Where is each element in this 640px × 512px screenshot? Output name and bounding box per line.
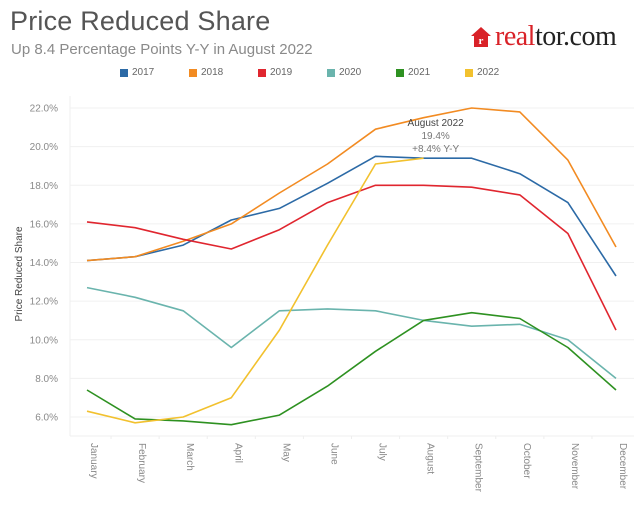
x-tick-label: October [521, 443, 532, 479]
annotation-value: 19.4% [421, 131, 449, 142]
legend-swatch [120, 69, 128, 77]
legend-swatch [189, 69, 197, 77]
y-tick-label: 14.0% [30, 258, 58, 269]
x-tick-label: June [328, 443, 339, 465]
series-line-2021 [86, 311, 617, 426]
chart-subtitle: Up 8.4 Percentage Points Y-Y in August 2… [11, 41, 313, 58]
legend-item-2019[interactable]: 2019 [258, 68, 327, 78]
legend-swatch [465, 69, 473, 77]
annotation-title: August 2022 [408, 118, 465, 129]
chart-title: Price Reduced Share [10, 6, 271, 36]
house-r-icon: r [471, 27, 491, 47]
legend-swatch [396, 69, 404, 77]
legend-item-2021[interactable]: 2021 [396, 68, 465, 78]
legend-label: 2020 [339, 67, 362, 78]
x-tick-label: November [569, 443, 580, 490]
x-tick-label: July [377, 443, 388, 461]
realtor-logo: r realtor.com [470, 21, 617, 52]
y-tick-label: 22.0% [30, 104, 58, 115]
x-tick-label: December [617, 443, 628, 490]
x-tick-label: January [88, 443, 99, 479]
svg-text:r: r [479, 35, 484, 47]
legend-item-2017[interactable]: 2017 [120, 68, 189, 78]
legend-item-2022[interactable]: 2022 [465, 68, 534, 78]
x-tick-label: February [136, 443, 147, 483]
x-tick-label: April [232, 443, 243, 463]
y-tick-label: 10.0% [30, 335, 58, 346]
series-line-2017 [86, 155, 617, 277]
x-tick-label: March [184, 443, 195, 471]
legend-swatch [258, 69, 266, 77]
legend-label: 2021 [408, 67, 431, 78]
x-tick-label: September [473, 443, 484, 493]
legend-item-2020[interactable]: 2020 [327, 68, 396, 78]
annotation-change: +8.4% Y-Y [412, 144, 459, 155]
series-line-2022 [86, 157, 424, 424]
logo-wordmark: realtor.com [495, 21, 617, 52]
logo-part-tor: tor.com [534, 21, 617, 52]
series-line-2019 [86, 184, 617, 331]
legend-item-2018[interactable]: 2018 [189, 68, 258, 78]
x-tick-label: August [425, 443, 436, 474]
series-line-2020 [86, 286, 617, 380]
legend-label: 2022 [477, 67, 500, 78]
legend: 2017 2018 2019 2020 2021 2022 [120, 68, 534, 78]
y-tick-label: 6.0% [35, 413, 58, 424]
x-tick-label: May [280, 443, 291, 462]
legend-label: 2019 [270, 67, 293, 78]
y-tick-label: 20.0% [30, 142, 58, 153]
series-line-2018 [86, 107, 617, 262]
legend-swatch [327, 69, 335, 77]
y-axis-title: Price Reduced Share [14, 226, 25, 321]
legend-label: 2018 [201, 67, 224, 78]
y-tick-label: 18.0% [30, 181, 58, 192]
y-tick-label: 16.0% [30, 219, 58, 230]
y-tick-label: 8.0% [35, 374, 58, 385]
logo-part-real: real [495, 21, 535, 52]
legend-label: 2017 [132, 67, 155, 78]
y-tick-label: 12.0% [30, 297, 58, 308]
